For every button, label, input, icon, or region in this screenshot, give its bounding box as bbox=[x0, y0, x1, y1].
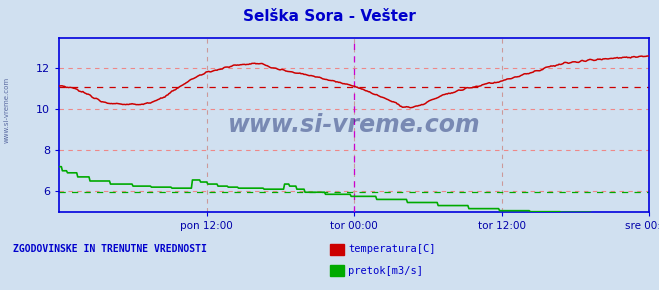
Text: www.si-vreme.com: www.si-vreme.com bbox=[3, 77, 9, 143]
Text: ZGODOVINSKE IN TRENUTNE VREDNOSTI: ZGODOVINSKE IN TRENUTNE VREDNOSTI bbox=[13, 244, 207, 254]
Text: pretok[m3/s]: pretok[m3/s] bbox=[348, 266, 423, 276]
Text: temperatura[C]: temperatura[C] bbox=[348, 244, 436, 254]
Text: Selška Sora - Vešter: Selška Sora - Vešter bbox=[243, 9, 416, 24]
Text: www.si-vreme.com: www.si-vreme.com bbox=[228, 113, 480, 137]
